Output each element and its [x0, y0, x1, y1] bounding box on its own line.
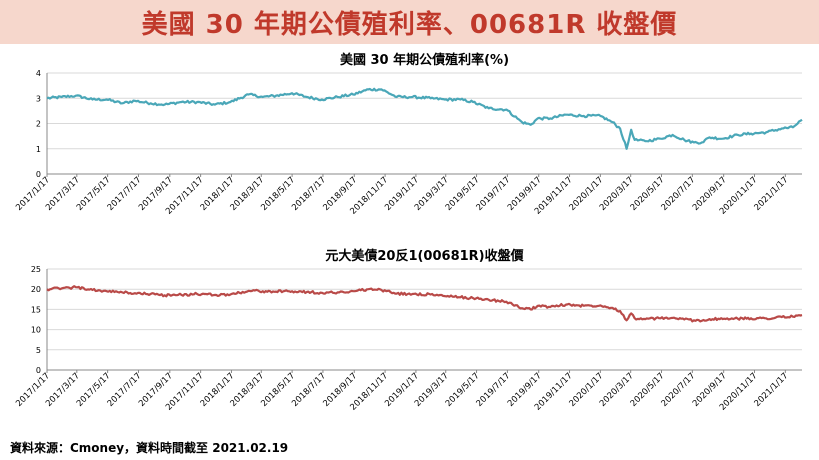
etf-price-chart-svg: 元大美債20反1(00681R)收盤價05101520252017/1/1720… [14, 248, 803, 413]
header-banner: 美國 30 年期公債殖利率、00681R 收盤價 [0, 0, 819, 44]
y-tick-label: 3 [36, 94, 41, 103]
y-tick-label: 1 [36, 145, 41, 154]
yield-chart-svg: 美國 30 年期公債殖利率(%)012342017/1/172017/3/172… [14, 52, 803, 217]
chart-title: 美國 30 年期公債殖利率(%) [340, 52, 509, 68]
y-tick-label: 4 [36, 69, 41, 78]
y-tick-label: 0 [36, 366, 41, 375]
chart-title: 元大美債20反1(00681R)收盤價 [325, 248, 524, 264]
y-tick-label: 5 [36, 346, 41, 355]
series-line [46, 87, 803, 150]
y-tick-label: 0 [36, 170, 41, 179]
yield-chart: 美國 30 年期公債殖利率(%) 0 1 2 3 4 2017/1/17 2017/3/17 2… [0, 48, 819, 240]
page-title: 美國 30 年期公債殖利率、00681R 收盤價 [141, 9, 678, 40]
etf-price-chart: 元大美債20反1(00681R)收盤價 0 5 10 15 20 25 2017/1/17 20… [0, 244, 819, 436]
y-tick-label: 25 [31, 265, 41, 274]
y-tick-label: 2 [36, 120, 41, 129]
y-tick-label: 20 [31, 285, 41, 294]
source-note: 資料來源：Cmoney，資料時間截至 2021.02.19 [10, 441, 289, 455]
y-tick-label: 15 [31, 305, 41, 314]
series-line [46, 285, 803, 323]
y-tick-label: 10 [31, 326, 41, 335]
